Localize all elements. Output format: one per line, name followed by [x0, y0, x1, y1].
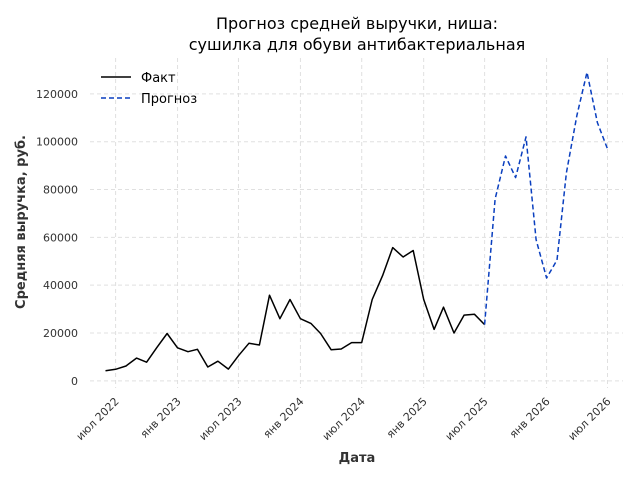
x-axis-label: Дата [339, 451, 376, 466]
chart-title-line-1: Прогноз средней выручки, ниша: [216, 14, 498, 33]
y-tick-label: 100000 [36, 136, 78, 149]
chart-title-line-2: сушилка для обуви антибактериальная [189, 35, 526, 54]
grid [90, 58, 623, 388]
y-tick-label: 40000 [43, 279, 78, 292]
y-tick-label: 120000 [36, 88, 78, 101]
y-tick-label: 20000 [43, 327, 78, 340]
y-tick-label: 0 [71, 375, 78, 388]
plot-area [105, 71, 609, 372]
x-tick-label: июл 2025 [443, 395, 491, 443]
y-tick-label: 60000 [43, 231, 78, 244]
x-tick-label: июл 2023 [197, 395, 245, 443]
x-tick-label: янв 2026 [507, 395, 553, 441]
y-tick-label: 80000 [43, 184, 78, 197]
x-tick-label: янв 2025 [384, 395, 430, 441]
x-tick-label: янв 2024 [261, 395, 307, 441]
legend: Факт Прогноз [101, 71, 197, 107]
y-axis-label: Средняя выручка, руб. [14, 135, 29, 309]
series-line-forecast [483, 71, 609, 325]
x-axis: июл 2022 янв 2023 июл 2023 янв 2024 июл 2024… [74, 395, 614, 443]
x-tick-label: июл 2022 [74, 395, 122, 443]
y-axis: 0 20000 40000 60000 80000 100000 120000 [36, 88, 78, 388]
x-tick-label: июл 2026 [566, 395, 614, 443]
legend-label: Факт [141, 71, 176, 86]
x-tick-label: июл 2024 [320, 395, 368, 443]
series-line-fact [105, 246, 486, 372]
legend-label: Прогноз [141, 92, 197, 107]
x-tick-label: янв 2023 [138, 395, 184, 441]
